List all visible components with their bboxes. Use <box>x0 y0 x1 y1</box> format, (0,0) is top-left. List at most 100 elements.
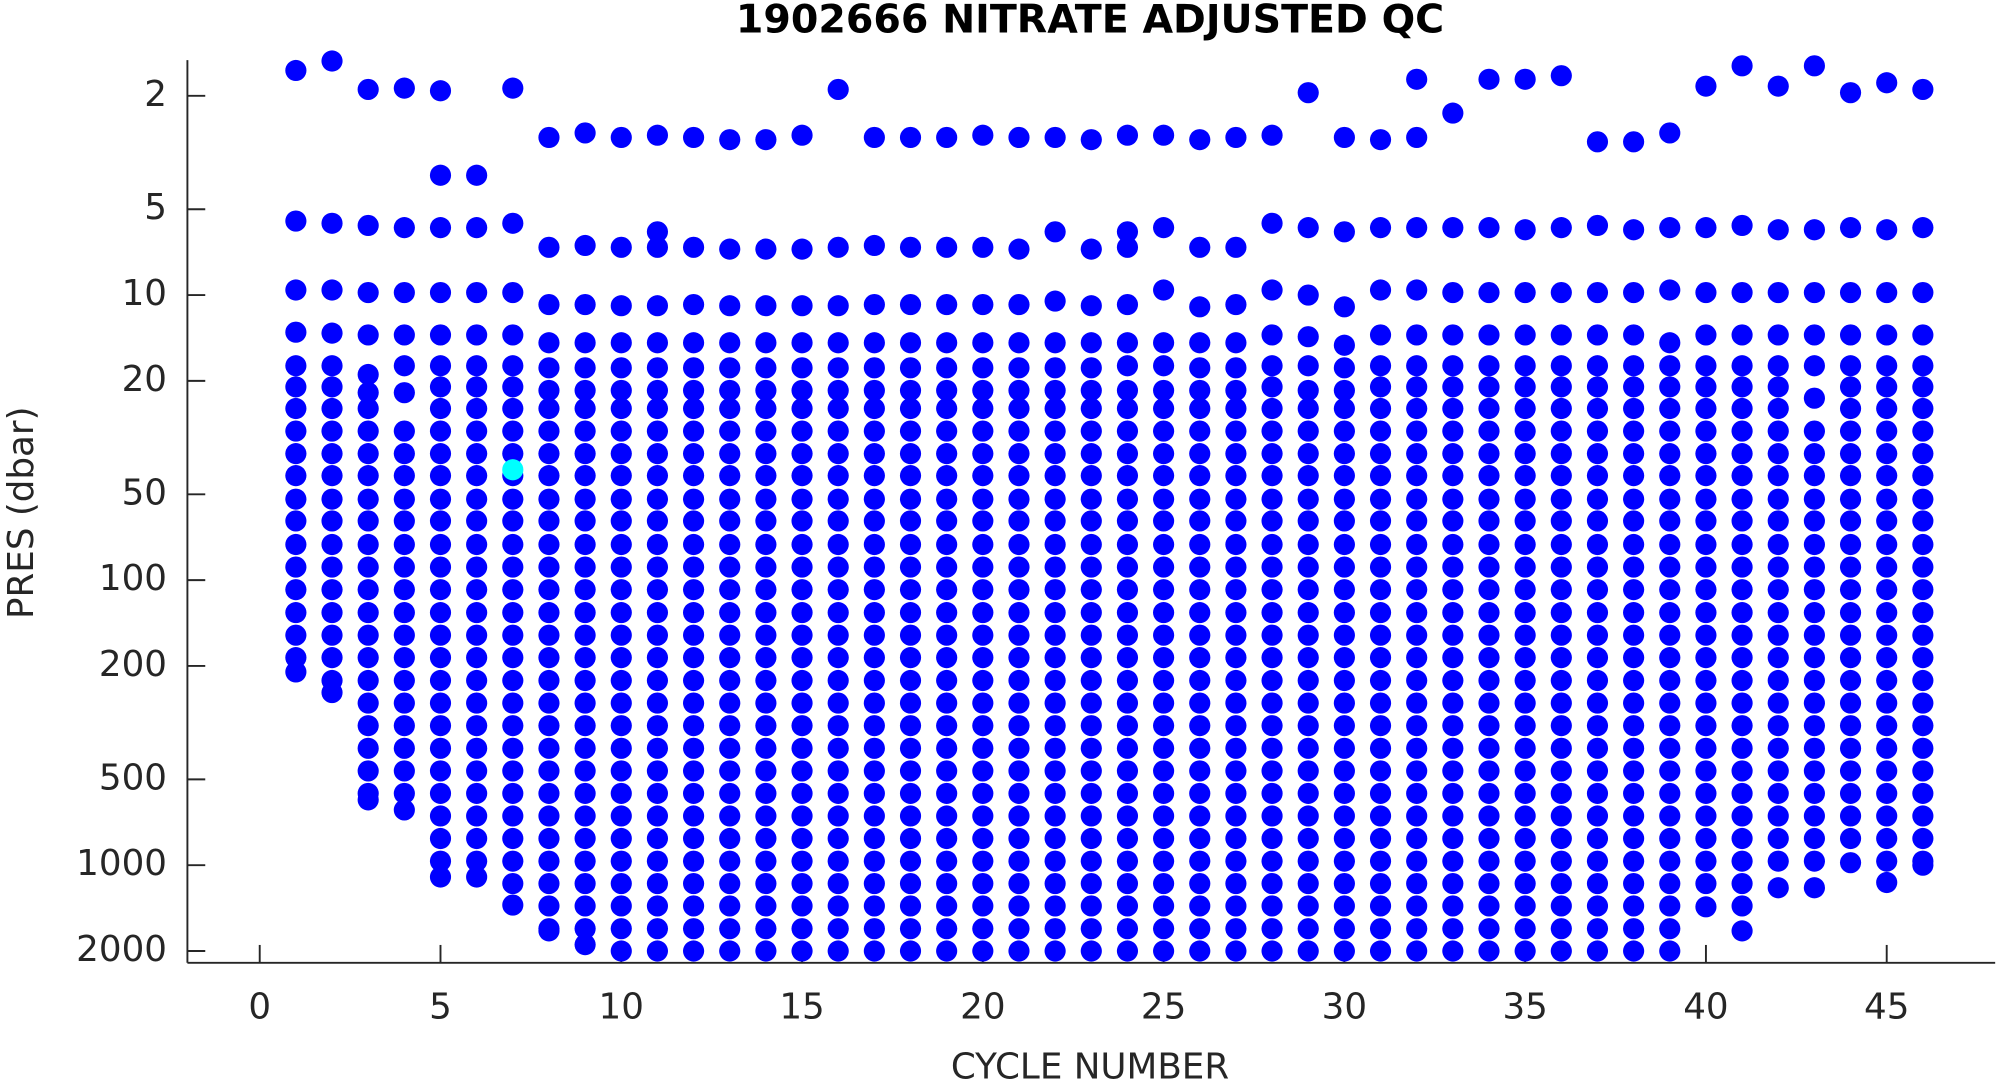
data-point <box>646 420 669 442</box>
data-point <box>1478 68 1500 90</box>
data-point <box>1406 68 1428 90</box>
data-point <box>357 760 379 782</box>
data-point <box>466 510 488 532</box>
data-point <box>538 236 560 258</box>
data-point <box>1586 827 1609 850</box>
data-point <box>1731 782 1753 804</box>
data-point <box>719 692 741 714</box>
data-point <box>683 602 705 624</box>
y-axis-label: PRES (dbar) <box>1 406 42 619</box>
data-point <box>791 510 813 532</box>
data-point <box>863 397 885 420</box>
data-point <box>1731 872 1753 895</box>
data-point <box>863 579 885 601</box>
data-point <box>610 332 632 354</box>
data-point <box>502 760 524 782</box>
data-point <box>1514 715 1536 737</box>
x-tick-label: 10 <box>599 987 644 1028</box>
data-point <box>1767 782 1789 804</box>
data-point <box>755 760 777 782</box>
data-point <box>1912 579 1934 601</box>
data-point <box>1044 850 1066 872</box>
data-point <box>1442 397 1464 420</box>
data-point <box>1225 420 1247 442</box>
data-point <box>683 397 705 420</box>
data-point <box>863 782 885 804</box>
data-point <box>936 465 958 487</box>
data-point <box>1839 355 1862 377</box>
data-point <box>683 918 705 940</box>
data-point <box>1623 782 1645 804</box>
data-point <box>610 357 632 379</box>
data-point <box>1659 669 1681 692</box>
data-point <box>899 760 922 782</box>
data-point <box>827 805 849 827</box>
data-point <box>1912 488 1934 510</box>
data-point <box>646 510 669 532</box>
data-point <box>1514 397 1536 420</box>
data-point <box>1442 556 1464 578</box>
data-point <box>1225 602 1247 624</box>
data-point <box>1189 510 1211 532</box>
data-point <box>1659 895 1681 917</box>
data-point <box>1225 293 1247 316</box>
data-point <box>899 533 922 556</box>
data-point <box>683 895 705 917</box>
data-point <box>899 647 922 669</box>
data-point <box>791 669 813 692</box>
data-point <box>1731 376 1753 398</box>
data-point <box>1731 715 1753 737</box>
data-point <box>1514 219 1536 241</box>
x-tick-label: 0 <box>248 987 271 1028</box>
data-point <box>719 940 741 962</box>
data-point <box>1008 760 1030 782</box>
data-point <box>1044 805 1066 827</box>
data-point <box>1261 624 1283 646</box>
data-point <box>755 940 777 962</box>
data-point <box>1189 556 1211 578</box>
data-point <box>466 465 488 487</box>
data-point <box>1116 124 1139 146</box>
data-point <box>610 940 632 962</box>
data-point <box>1116 465 1139 487</box>
data-point <box>1839 669 1862 692</box>
data-point <box>1659 602 1681 624</box>
data-point <box>1116 510 1139 532</box>
data-point <box>1623 692 1645 714</box>
data-point <box>646 221 669 243</box>
data-point <box>466 556 488 578</box>
data-point <box>1153 420 1175 442</box>
y-tick-label: 2 <box>144 74 167 115</box>
data-point <box>610 465 632 487</box>
data-point <box>791 533 813 556</box>
data-point <box>899 357 922 379</box>
data-point <box>1839 805 1862 827</box>
data-point <box>1261 465 1283 487</box>
data-point <box>646 940 669 962</box>
data-point <box>466 737 488 759</box>
data-point <box>1116 533 1139 556</box>
data-point <box>1478 533 1500 556</box>
data-point <box>1623 420 1645 442</box>
data-point <box>1912 805 1934 827</box>
data-point <box>827 556 849 578</box>
data-point <box>1153 782 1175 804</box>
data-point <box>1116 624 1139 646</box>
data-point <box>1550 602 1572 624</box>
data-point <box>321 510 343 532</box>
data-point <box>719 850 741 872</box>
data-point <box>1695 669 1717 692</box>
data-point <box>719 918 741 940</box>
data-point <box>1695 805 1717 827</box>
data-point <box>1767 556 1789 578</box>
data-point <box>646 782 669 804</box>
data-point <box>827 420 849 442</box>
data-point <box>827 579 849 601</box>
data-point <box>610 295 632 317</box>
data-point <box>1876 397 1898 420</box>
data-point <box>1333 465 1355 487</box>
data-point <box>1586 355 1609 377</box>
data-point <box>1659 279 1681 301</box>
data-point <box>972 420 994 442</box>
data-point <box>755 465 777 487</box>
